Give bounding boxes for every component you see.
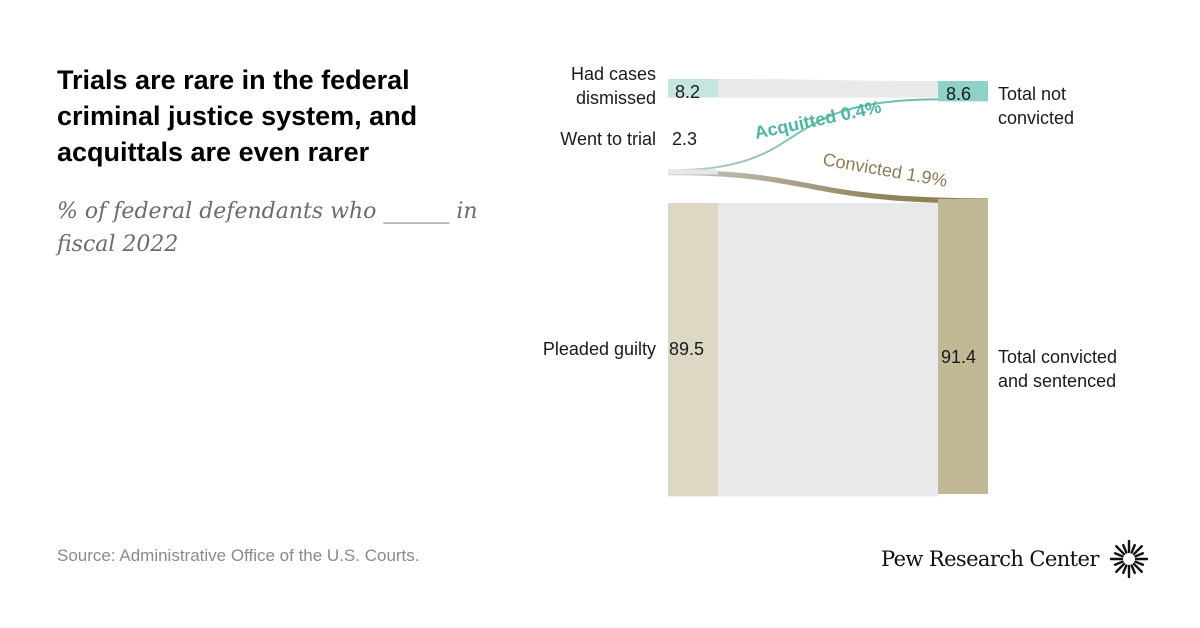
value-total-convicted-and-sentenced: 91.4 xyxy=(941,347,976,367)
flow-dismissed-to-not-convicted xyxy=(718,79,938,98)
sunburst-ray xyxy=(1113,560,1124,566)
label-went-to-trial: Went to trial xyxy=(560,129,656,149)
node-total-convicted xyxy=(938,199,988,494)
source-note: Source: Administrative Office of the U.S… xyxy=(57,546,420,565)
chart-title: Trials are rare in the federal criminal … xyxy=(57,65,418,167)
chart-subtitle: % of federal defendants who ______ in fi… xyxy=(57,199,478,257)
node-total-not-convicted xyxy=(938,81,988,102)
flow-acquitted xyxy=(667,98,939,172)
flow-label-acquitted: Acquitted 0.4% xyxy=(753,97,883,143)
sunburst-ray xyxy=(1130,543,1136,554)
value-pleaded-guilty: 89.5 xyxy=(669,339,704,359)
sunburst-ray xyxy=(1121,543,1128,554)
flow-convicted xyxy=(667,169,989,204)
label-total-convicted-and-sentenced: Total convicted and sentenced xyxy=(998,347,1117,391)
sunburst-ray xyxy=(1114,545,1126,556)
label-had-cases-dismissed: Had cases dismissed xyxy=(571,64,656,108)
sunburst-ray xyxy=(1113,552,1124,558)
label-pleaded-guilty: Pleaded guilty xyxy=(543,339,656,359)
sunburst-ray xyxy=(1134,552,1144,558)
sunburst-ray xyxy=(1132,545,1143,556)
flow-label-convicted: Convicted 1.9% xyxy=(821,149,949,191)
sunburst-ray xyxy=(1114,562,1126,573)
label-total-not-convicted: Total not convicted xyxy=(998,84,1074,128)
brand-logo: Pew Research Center xyxy=(881,539,1149,579)
sunburst-ray xyxy=(1134,560,1144,566)
node-had-cases-dismissed xyxy=(668,79,718,98)
sunburst-ray xyxy=(1132,562,1143,573)
sunburst-ray xyxy=(1121,564,1128,575)
value-had-cases-dismissed: 8.2 xyxy=(675,82,700,102)
node-pleaded-guilty xyxy=(668,203,718,497)
sunburst-logo-icon xyxy=(1109,539,1148,579)
brand-name: Pew Research Center xyxy=(881,547,1099,571)
value-total-not-convicted: 8.6 xyxy=(946,84,971,104)
node-went-to-trial xyxy=(668,169,718,175)
sunburst-ray xyxy=(1130,564,1136,575)
flow-pleaded-to-convicted xyxy=(718,203,938,497)
value-went-to-trial: 2.3 xyxy=(672,129,697,149)
